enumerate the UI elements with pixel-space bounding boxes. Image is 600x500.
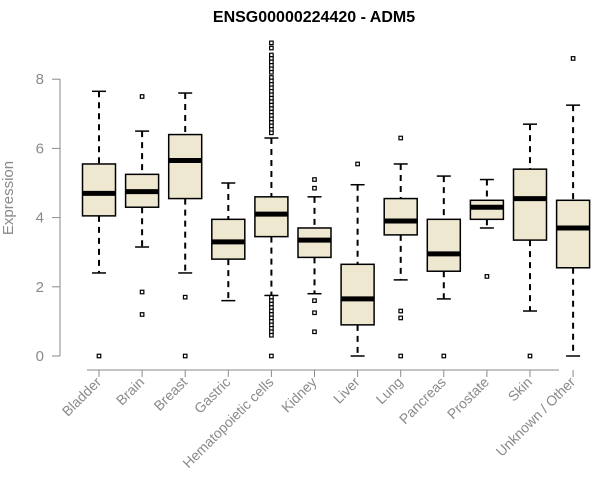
outlier-point <box>96 353 102 359</box>
y-tick-label: 4 <box>36 210 44 227</box>
iqr-box <box>167 133 203 200</box>
outlier-point <box>398 135 404 141</box>
iqr-box <box>555 199 591 269</box>
outlier-point <box>269 45 274 51</box>
outlier-point <box>527 353 533 359</box>
outlier-point <box>441 353 447 359</box>
iqr-box <box>254 196 289 238</box>
iqr-box <box>340 263 375 326</box>
outlier-point <box>269 353 274 359</box>
box-group <box>211 182 246 302</box>
box-group <box>297 177 332 335</box>
outlier-point <box>139 289 145 295</box>
y-tick-label: 8 <box>36 71 44 88</box>
outlier-point <box>398 315 404 321</box>
x-tick-label: Skin <box>505 374 536 405</box>
iqr-box <box>297 227 332 259</box>
x-tick-label: Liver <box>330 374 363 407</box>
iqr-box <box>211 218 246 260</box>
outlier-point <box>269 40 274 46</box>
iqr-box <box>383 197 418 236</box>
outlier-point <box>312 310 317 316</box>
boxes <box>81 40 591 359</box>
x-tick-label: Brain <box>113 374 147 408</box>
x-tick-label: Pancreas <box>396 374 449 427</box>
outlier-point <box>182 353 188 359</box>
box-group <box>469 178 505 279</box>
box-group <box>124 94 160 317</box>
box-group <box>340 161 375 357</box>
y-ticks: 0 2 4 6 8 <box>36 71 60 365</box>
iqr-box <box>426 218 462 272</box>
x-tick-label: Lung <box>372 374 405 407</box>
x-tick-label: Breast <box>150 374 190 414</box>
y-axis-label: Expression <box>0 161 17 235</box>
y-tick-label: 2 <box>36 279 44 296</box>
outlier-point <box>312 329 317 335</box>
outlier-point <box>570 56 576 61</box>
y-tick-label: 6 <box>36 140 44 157</box>
box-group <box>254 40 289 359</box>
box-group <box>167 92 203 359</box>
box-group <box>426 175 462 359</box>
outlier-point <box>269 332 274 338</box>
x-tick-label: Prostate <box>444 374 492 422</box>
box-group <box>512 123 548 359</box>
y-tick-label: 0 <box>36 348 44 365</box>
chart-title: ENSG00000224420 - ADM5 <box>213 9 415 26</box>
x-tick-label: Kidney <box>278 374 320 416</box>
x-tick-label: Bladder <box>59 374 105 420</box>
iqr-box <box>469 199 505 221</box>
box-group <box>81 90 117 359</box>
outlier-point <box>139 312 145 317</box>
outlier-point <box>312 298 317 303</box>
outlier-point <box>139 94 145 99</box>
box-group <box>383 135 418 359</box>
outlier-point <box>312 177 317 182</box>
outlier-point <box>269 130 274 136</box>
iqr-box <box>512 168 548 241</box>
outlier-point <box>398 308 404 314</box>
outlier-point <box>182 294 188 300</box>
box-group <box>555 56 591 357</box>
outlier-point <box>398 353 404 359</box>
outlier-point <box>355 161 360 167</box>
x-tick-label: Gastric <box>191 374 234 417</box>
iqr-box <box>81 163 117 217</box>
outlier-point <box>312 185 317 191</box>
x-tick-label: Unknown / Other <box>493 374 579 460</box>
outlier-point <box>484 274 490 279</box>
outlier-point <box>269 69 274 75</box>
